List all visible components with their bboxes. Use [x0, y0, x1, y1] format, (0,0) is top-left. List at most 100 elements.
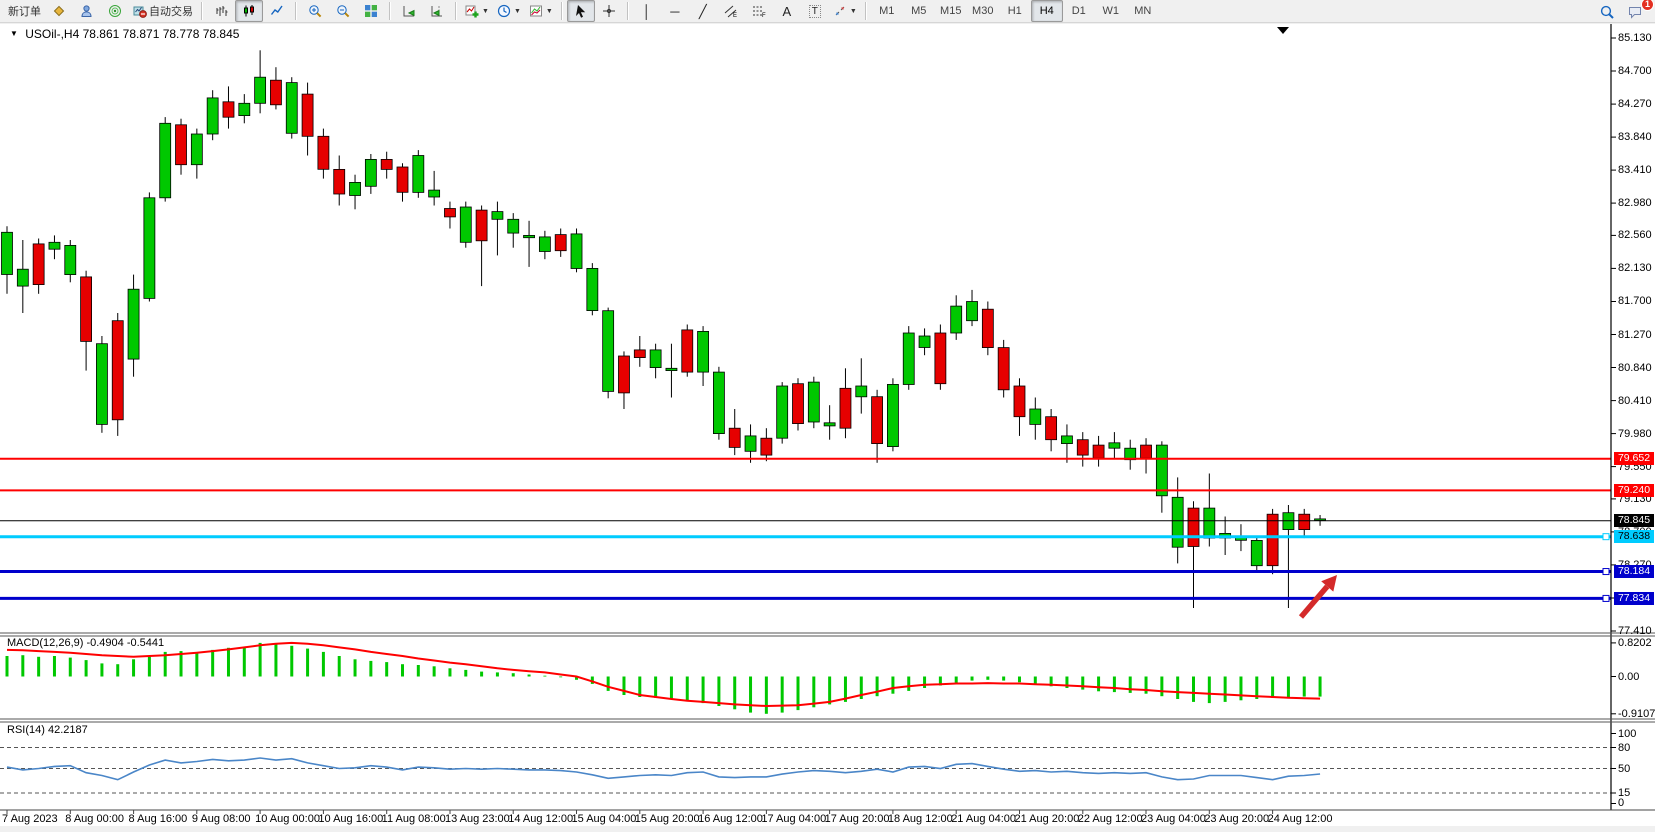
search-button[interactable] [1593, 1, 1621, 23]
line-chart-icon [270, 4, 284, 18]
trendline-button[interactable]: ╱ [689, 0, 717, 22]
date-tick-label: 9 Aug 08:00 [191, 813, 251, 825]
date-axis[interactable] [0, 810, 1611, 832]
cursor-icon [574, 4, 588, 18]
chart-title-symbol: USOil-,H4 [25, 27, 80, 41]
price-level-label: 78.638 [1614, 530, 1654, 544]
dropdown-arrow-icon[interactable]: ▼ [545, 7, 553, 15]
chat-button[interactable]: 1 [1621, 0, 1654, 23]
metaquotes-icon[interactable] [45, 0, 73, 22]
toolbar-separator [455, 2, 457, 20]
auto-scroll-button[interactable] [395, 0, 423, 22]
hline-handle[interactable] [1602, 568, 1610, 576]
price-axis[interactable] [1611, 24, 1655, 810]
tile-windows-button[interactable] [357, 0, 385, 22]
date-tick-label: 17 Aug 04:00 [761, 813, 827, 825]
date-tick-label: 22 Aug 12:00 [1077, 813, 1143, 825]
fibonacci-button[interactable]: F [745, 0, 773, 22]
date-tick-label: 24 Aug 12:00 [1267, 813, 1333, 825]
price-level-label: 79.652 [1614, 452, 1654, 466]
crosshair-icon [602, 4, 616, 18]
price-tick-label: 80.410 [1618, 394, 1652, 407]
hline-handle[interactable] [1602, 594, 1610, 602]
hline-handle[interactable] [1602, 533, 1610, 541]
bar-chart-button[interactable] [207, 0, 235, 22]
zoom-out-button[interactable] [329, 0, 357, 22]
periods-button[interactable]: ▼ [493, 0, 525, 22]
symbol-dropdown-icon[interactable]: ▼ [10, 29, 18, 38]
timeframe-d1-button[interactable]: D1 [1071, 5, 1086, 17]
macd-indicator-label: MACD(12,26,9) -0.4904 -0.5441 [7, 637, 165, 649]
arrows-button[interactable]: ▼ [829, 0, 861, 22]
macd-tick-label: 0.00 [1618, 670, 1640, 683]
timeframe-m30-button[interactable]: M30 [972, 5, 994, 17]
price-tick-label: 82.980 [1618, 197, 1652, 210]
dropdown-arrow-icon[interactable]: ▼ [513, 7, 521, 15]
scroll-position-marker [1277, 27, 1289, 34]
text-button[interactable]: A [773, 0, 801, 22]
price-tick-label: 85.130 [1618, 32, 1652, 44]
price-tick-label: 83.410 [1618, 164, 1652, 177]
rsi-tick-label: 80 [1618, 741, 1631, 754]
autotrading-button[interactable]: 自动交易 [129, 0, 197, 22]
date-tick-label: 16 Aug 12:00 [698, 813, 763, 825]
toolbar-separator [201, 2, 203, 20]
terminal-icon[interactable] [73, 0, 101, 22]
templates-button[interactable]: ▼ [525, 0, 557, 22]
rsi-tick-label: 50 [1618, 762, 1631, 775]
date-tick-label: 15 Aug 20:00 [634, 813, 700, 825]
price-tick-label: 79.980 [1618, 427, 1652, 440]
bar-chart-icon [214, 4, 228, 18]
toolbar-separator [626, 2, 629, 20]
metaquotes-icon-icon [52, 4, 66, 18]
timeframe-m5-button[interactable]: M5 [911, 5, 927, 17]
cursor-button[interactable] [566, 0, 595, 22]
price-tick-label: 77.410 [1618, 625, 1652, 637]
chart-shift-button[interactable] [423, 0, 451, 22]
timeframe-h1-button[interactable]: H1 [1007, 5, 1022, 17]
chat-icon [1628, 5, 1642, 19]
price-tick-label: 81.700 [1618, 295, 1652, 308]
zoom-in-icon [308, 4, 322, 18]
date-tick-label: 18 Aug 12:00 [887, 813, 953, 825]
notification-badge: 1 [1641, 0, 1654, 11]
price-tick-label: 82.130 [1618, 262, 1652, 275]
templates-icon [529, 4, 543, 18]
main-toolbar: 新订单 自动交易 ▼ ▼ ▼ │ ─ ╱ E F A T ▼ M1 M5 M15 M30 H1 H4 D1 W1 MN 1 [0, 0, 1655, 23]
line-chart-button[interactable] [263, 0, 291, 22]
timeframe-w1-button[interactable]: W1 [1102, 5, 1120, 17]
text-label-icon: T [808, 4, 821, 18]
crosshair-button[interactable] [595, 0, 623, 22]
date-tick-label: 8 Aug 00:00 [65, 813, 124, 825]
timeframe-mn-button[interactable]: MN [1134, 5, 1152, 17]
dropdown-arrow-icon[interactable]: ▼ [482, 7, 489, 15]
signals-icon[interactable] [101, 0, 129, 22]
new-order-button[interactable]: 新订单 [8, 6, 41, 18]
date-tick-label: 14 Aug 12:00 [508, 813, 574, 825]
text-label-button[interactable]: T [801, 0, 829, 22]
chart-plot-area[interactable] [0, 24, 1611, 633]
timeframe-m15-button[interactable]: M15 [940, 5, 962, 17]
search-icon [1600, 5, 1614, 19]
timeframe-m1-button[interactable]: M1 [879, 5, 895, 17]
horizontal-line-button[interactable]: ─ [661, 0, 689, 22]
drawn-arrow-object[interactable] [1298, 575, 1337, 619]
zoom-in-button[interactable] [301, 0, 329, 22]
autotrading-icon [133, 4, 147, 18]
date-tick-label: 23 Aug 20:00 [1204, 813, 1270, 825]
price-tick-label: 84.270 [1618, 98, 1652, 111]
tile-windows-icon [364, 4, 378, 18]
rsi-tick-label: 100 [1618, 727, 1637, 740]
zoom-out-icon [336, 4, 350, 18]
candlestick-chart-button[interactable] [235, 0, 263, 22]
dropdown-arrow-icon[interactable]: ▼ [849, 7, 857, 15]
timeframe-h4-button[interactable]: H4 [1030, 0, 1063, 22]
toolbar-separator [560, 2, 563, 20]
arrows-icon [833, 4, 847, 18]
indicators-button[interactable]: ▼ [461, 0, 493, 22]
vertical-line-button[interactable]: │ [633, 0, 661, 22]
date-tick-label: 21 Aug 20:00 [1014, 813, 1080, 825]
channel-button[interactable]: E [717, 0, 745, 22]
date-tick-label: 10 Aug 00:00 [255, 813, 320, 825]
date-tick-label: 17 Aug 20:00 [824, 813, 890, 825]
